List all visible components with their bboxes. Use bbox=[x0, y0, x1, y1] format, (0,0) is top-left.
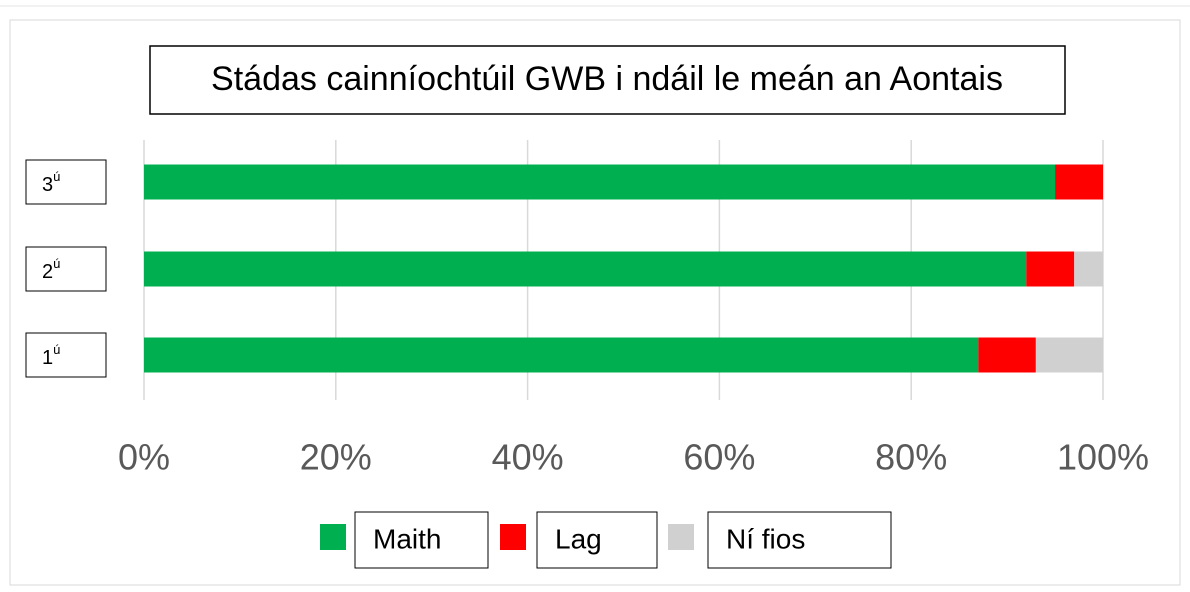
category-box bbox=[25, 246, 107, 292]
bar-segment bbox=[1026, 251, 1075, 287]
category-box bbox=[25, 332, 107, 378]
legend-swatch bbox=[668, 524, 694, 550]
x-tick-label: 80% bbox=[875, 437, 947, 478]
x-tick-label: 40% bbox=[492, 437, 564, 478]
legend-label: Lag bbox=[555, 523, 602, 554]
bar-segment bbox=[978, 337, 1036, 373]
x-tick-label: 0% bbox=[118, 437, 170, 478]
legend-box bbox=[536, 511, 658, 569]
bar-segment bbox=[144, 251, 1027, 287]
bar-segment bbox=[144, 164, 1056, 200]
category-box bbox=[25, 159, 107, 205]
title-box bbox=[149, 45, 1066, 115]
legend-swatch bbox=[500, 524, 526, 550]
legend-box bbox=[707, 511, 892, 569]
y-tick-label: 3ú bbox=[42, 169, 60, 196]
y-tick-label: 2ú bbox=[42, 256, 60, 283]
bar-segment bbox=[1055, 164, 1103, 200]
legend-swatch bbox=[320, 524, 346, 550]
legend-box bbox=[354, 511, 489, 569]
x-tick-label: 60% bbox=[683, 437, 755, 478]
x-tick-label: 100% bbox=[1057, 437, 1149, 478]
bar-segment bbox=[144, 337, 979, 373]
chart-title: Stádas cainníochtúil GWB i ndáil le meán… bbox=[211, 60, 1003, 98]
x-tick-label: 20% bbox=[300, 437, 372, 478]
y-tick-label: 1ú bbox=[42, 342, 60, 369]
legend-label: Maith bbox=[373, 523, 441, 554]
bar-segment bbox=[1035, 337, 1103, 373]
legend-label: Ní fios bbox=[726, 523, 805, 554]
bar-segment bbox=[1074, 251, 1103, 287]
